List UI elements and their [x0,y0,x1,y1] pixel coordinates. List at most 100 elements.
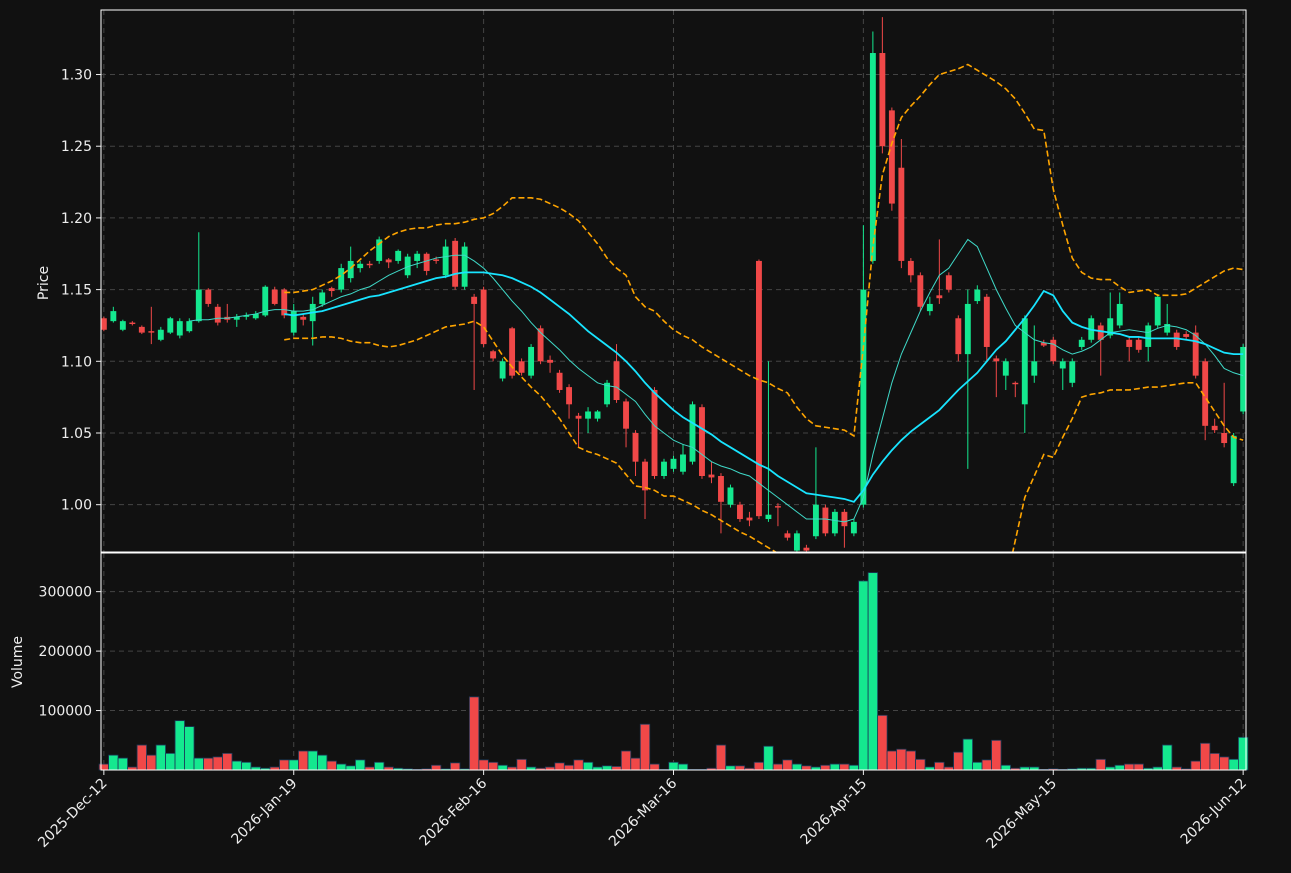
volume-bar [174,720,185,771]
volume-bar [231,760,242,771]
candle-body [471,296,478,304]
volume-bar [915,758,926,771]
volume-bar [639,723,651,771]
candle-body [907,260,914,276]
candle-body [1021,318,1028,405]
candle-body [594,411,601,419]
candle-body [537,328,544,362]
volume-bar [905,750,917,771]
volume-bar [839,763,850,771]
volume-bar [279,759,290,771]
candle-body [1240,346,1246,412]
volume-bar [345,765,356,771]
candle-body [699,407,705,477]
volume-bar [165,752,176,771]
candle-body [1126,339,1133,347]
candle-body [442,246,449,276]
candle-body [281,289,288,316]
candle-body [1002,361,1009,376]
indicator-line [284,320,1244,552]
volume-bar [934,761,945,771]
volume-bar [487,761,499,771]
candle-body [176,321,183,336]
candle-body [661,461,667,477]
candle-body [319,292,326,304]
volume-bar [307,750,318,771]
candle-body [585,411,591,419]
volume-bar [326,760,337,771]
candle-body [366,263,373,266]
candle-body [490,351,497,359]
volume-bar [117,757,128,771]
volume-bar [734,765,746,771]
candle-body [1154,296,1161,326]
volume-bar [1228,758,1239,771]
volume-bar [1209,752,1220,771]
candle-body [101,318,107,330]
candle-body [480,289,487,345]
volume-bar [184,726,195,771]
candle-body [404,256,411,276]
candle-body [945,275,952,290]
volume-bar [212,756,223,771]
volume-bar [336,763,347,771]
candle-body [1050,339,1057,362]
candle-body [1192,332,1199,376]
candle-body [604,382,610,405]
volume-bar [1124,763,1135,771]
candle-body [926,303,933,312]
y-tick-label: 300000 [39,585,92,601]
y-tick-label: 1.10 [61,354,92,370]
volume-axis-label: Volume [10,636,26,688]
volume-bar [763,745,774,771]
candle-body [262,286,269,316]
volume-bar [288,759,299,771]
candle-body [1135,339,1142,350]
candle-body [737,504,743,520]
volume-bar [516,758,527,771]
candle-body [509,328,516,376]
candle-body [1107,318,1114,336]
candle-body [1116,303,1123,326]
candle-body [357,263,364,269]
volume-bar [820,764,831,771]
candle-body [964,303,971,355]
candle-body [727,487,734,505]
volume-bar [829,763,841,771]
candle-body [138,326,145,333]
candle-body [528,346,535,376]
volume-bar [972,761,983,771]
candle-body [433,259,440,261]
y-tick-label: 1.00 [61,498,92,514]
candle-body [888,110,895,204]
volume-bar [867,572,879,771]
indicator-line [284,271,1244,503]
y-tick-label: 1.15 [61,283,92,299]
volume-bar [791,763,803,771]
indicator-line [189,238,1244,523]
candle-body [1031,361,1038,376]
volume-bar [981,759,992,771]
volume-bar [858,580,869,771]
candle-body [1202,361,1209,426]
y-tick-label: 1.25 [61,139,92,155]
candle-body [898,167,905,261]
volume-bar [430,764,442,771]
volume-bar [991,739,1002,771]
volume-bar [953,751,964,771]
volume-bar [298,750,309,771]
volume-bar [1000,764,1011,771]
candle-body [670,458,677,469]
volume-bar [1219,756,1230,771]
candle-body [841,511,848,527]
candle-body [290,311,297,333]
volume-bar [108,754,119,771]
candle-body [395,250,402,261]
volume-bar [193,757,204,771]
y-tick-label: 1.20 [61,211,92,227]
candle-body [328,288,335,292]
y-tick-label: 1.30 [61,68,92,84]
y-tick-label: 100000 [39,704,92,720]
candle-body [774,506,781,508]
volume-bar [497,764,508,771]
